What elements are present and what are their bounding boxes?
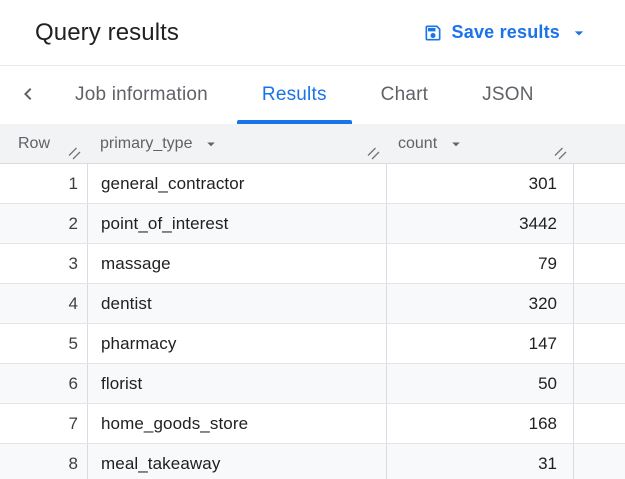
count-cell[interactable]: 3442 <box>386 204 573 243</box>
save-results-label: Save results <box>451 22 560 42</box>
column-resize-handle-icon[interactable] <box>367 147 380 160</box>
column-header-primary-type-label: primary_type <box>100 134 193 152</box>
empty-cell <box>573 244 625 283</box>
primary-type-cell[interactable]: meal_takeaway <box>87 444 386 479</box>
row-number-cell: 6 <box>68 373 78 393</box>
column-header-primary-type[interactable]: primary_type <box>87 124 386 163</box>
page-title: Query results <box>35 18 180 46</box>
primary-type-cell[interactable]: massage <box>87 244 386 283</box>
column-header-row: Row <box>0 124 87 163</box>
empty-cell <box>573 324 625 363</box>
caret-down-icon <box>569 23 589 43</box>
results-header: Query results Save results <box>0 0 625 66</box>
back-chevron-button[interactable] <box>8 66 48 124</box>
column-resize-handle-icon[interactable] <box>554 147 567 160</box>
row-number-cell: 7 <box>68 413 78 433</box>
tab-chart-label: Chart <box>380 84 429 105</box>
row-number-cell: 1 <box>68 173 78 193</box>
sort-caret-icon[interactable] <box>202 135 220 153</box>
table-row: 5 pharmacy 147 <box>0 324 625 364</box>
primary-type-cell[interactable]: home_goods_store <box>87 404 386 443</box>
tab-results[interactable]: Results <box>235 66 354 124</box>
table-row: 4 dentist 320 <box>0 284 625 324</box>
active-tab-underline <box>236 120 352 124</box>
column-header-count[interactable]: count <box>386 124 573 163</box>
primary-type-cell[interactable]: point_of_interest <box>87 204 386 243</box>
tab-json[interactable]: JSON <box>455 66 560 124</box>
count-cell[interactable]: 168 <box>386 404 573 443</box>
sort-caret-icon[interactable] <box>447 135 465 153</box>
column-header-count-label: count <box>398 134 438 152</box>
count-cell[interactable]: 31 <box>386 444 573 479</box>
column-header-row-label: Row <box>18 134 51 152</box>
table-row: 6 florist 50 <box>0 364 625 404</box>
save-results-button[interactable]: Save results <box>423 22 589 43</box>
results-table-body: 1 general_contractor 301 2 point_of_inte… <box>0 164 625 479</box>
row-number-cell: 2 <box>68 213 78 233</box>
empty-cell <box>573 164 625 203</box>
column-resize-handle-icon[interactable] <box>68 147 81 160</box>
row-number-cell: 8 <box>68 453 78 473</box>
results-tabbar: Job information Results Chart JSON <box>0 66 625 124</box>
table-row: 3 massage 79 <box>0 244 625 284</box>
count-cell[interactable]: 79 <box>386 244 573 283</box>
row-number-cell: 4 <box>68 293 78 313</box>
count-cell[interactable]: 147 <box>386 324 573 363</box>
results-table-header: Row primary_type count <box>0 124 625 164</box>
count-cell[interactable]: 50 <box>386 364 573 403</box>
count-cell[interactable]: 301 <box>386 164 573 203</box>
count-cell[interactable]: 320 <box>386 284 573 323</box>
save-icon <box>423 23 443 43</box>
tab-chart[interactable]: Chart <box>354 66 455 124</box>
empty-cell <box>573 204 625 243</box>
column-header-spacer <box>573 124 625 163</box>
primary-type-cell[interactable]: general_contractor <box>87 164 386 203</box>
empty-cell <box>573 404 625 443</box>
tab-results-label: Results <box>261 84 327 105</box>
primary-type-cell[interactable]: florist <box>87 364 386 403</box>
tab-job-information[interactable]: Job information <box>48 66 235 124</box>
table-row: 8 meal_takeaway 31 <box>0 444 625 479</box>
chevron-left-icon <box>16 82 40 109</box>
tab-json-label: JSON <box>482 84 534 105</box>
primary-type-cell[interactable]: pharmacy <box>87 324 386 363</box>
tab-job-information-label: Job information <box>75 84 208 105</box>
empty-cell <box>573 364 625 403</box>
row-number-cell: 5 <box>68 333 78 353</box>
table-row: 1 general_contractor 301 <box>0 164 625 204</box>
table-row: 7 home_goods_store 168 <box>0 404 625 444</box>
primary-type-cell[interactable]: dentist <box>87 284 386 323</box>
empty-cell <box>573 284 625 323</box>
empty-cell <box>573 444 625 479</box>
row-number-cell: 3 <box>68 253 78 273</box>
table-row: 2 point_of_interest 3442 <box>0 204 625 244</box>
